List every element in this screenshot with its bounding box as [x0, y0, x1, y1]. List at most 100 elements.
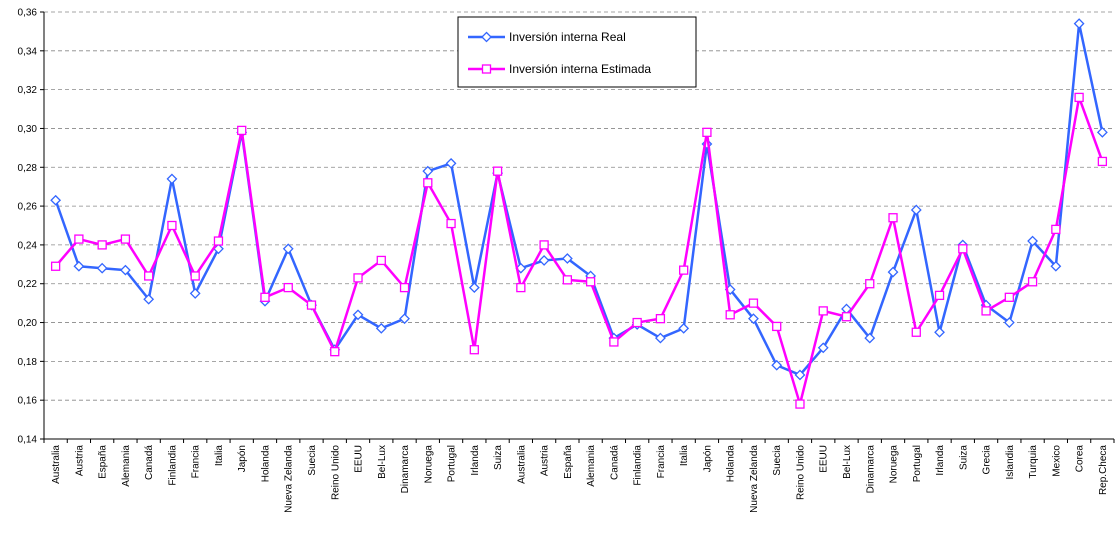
- data-point-real: [1027, 235, 1039, 247]
- data-point-estimated: [330, 347, 340, 357]
- data-point-estimated: [772, 321, 782, 332]
- data-point-real: [445, 157, 457, 169]
- data-point-estimated: [74, 234, 84, 244]
- data-point-estimated: [539, 240, 549, 250]
- data-point-real: [864, 332, 876, 344]
- x-tick-label: Alemania: [121, 445, 132, 487]
- x-tick-label: Japón: [702, 445, 713, 472]
- data-point-real: [910, 204, 922, 216]
- x-tick-label: Suecia: [772, 445, 783, 476]
- x-tick-label: Portugal: [447, 445, 458, 482]
- data-point-real: [1073, 18, 1085, 30]
- data-point-estimated: [609, 337, 619, 347]
- x-tick-label: EEUU: [819, 445, 830, 473]
- x-tick-label: Rep.Checa: [1098, 445, 1109, 495]
- data-point-real: [678, 322, 690, 334]
- y-tick-label: 0,34: [18, 46, 38, 57]
- data-point-estimated: [1074, 92, 1084, 103]
- data-point-real: [748, 313, 759, 325]
- legend-label-real: Inversión interna Real: [509, 30, 626, 44]
- x-tick-label: Bel-Lux: [842, 445, 853, 479]
- data-point-estimated: [958, 244, 968, 254]
- x-tick-label: Austria: [74, 445, 85, 477]
- data-point-real: [422, 165, 434, 177]
- data-point-real: [143, 293, 155, 305]
- x-tick-label: Holanda: [726, 445, 737, 483]
- data-point-estimated: [144, 271, 154, 281]
- data-point-estimated: [516, 282, 526, 293]
- x-tick-label: Dinamarca: [865, 445, 876, 494]
- data-point-estimated: [632, 317, 642, 328]
- data-point-estimated: [50, 261, 61, 271]
- data-point-real: [96, 262, 108, 274]
- data-point-estimated: [353, 273, 363, 283]
- data-point-estimated: [702, 127, 712, 137]
- data-point-real: [1096, 126, 1108, 138]
- data-point-estimated: [97, 240, 107, 250]
- data-point-estimated: [306, 300, 317, 310]
- x-tick-label: España: [98, 445, 109, 479]
- x-axis: Australia Austria España Alemania Canadá Finl…: [43, 438, 1115, 513]
- data-point-real: [771, 359, 783, 371]
- y-tick-label: 0,18: [18, 357, 38, 368]
- data-point-real: [561, 253, 573, 264]
- data-point-real: [934, 326, 945, 338]
- x-tick-label: EEUU: [354, 445, 365, 473]
- x-tick-label: Alemania: [586, 445, 597, 487]
- data-point-estimated: [934, 290, 945, 301]
- data-point-estimated: [1097, 156, 1108, 167]
- x-tick-label: Francia: [656, 445, 667, 479]
- series-line-1: [54, 96, 1104, 406]
- x-tick-label: Italia: [679, 445, 690, 467]
- x-tick-label: Mexico: [1051, 445, 1062, 477]
- gridlines: [44, 11, 1114, 401]
- data-point-real: [399, 313, 410, 325]
- data-point-estimated: [1051, 224, 1061, 235]
- y-tick-label: 0,28: [18, 163, 38, 174]
- x-tick-label: Nueva Zelanda: [749, 445, 760, 513]
- data-point-estimated: [190, 271, 200, 281]
- data-point-real: [352, 309, 364, 321]
- data-point-estimated: [841, 312, 852, 322]
- x-tick-label: Suecia: [307, 445, 318, 476]
- data-point-real: [119, 264, 131, 276]
- data-point-real: [817, 342, 829, 354]
- x-tick-label: Francia: [191, 445, 202, 479]
- data-point-estimated: [237, 125, 247, 136]
- data-point-estimated: [748, 298, 759, 308]
- series-lines: [50, 18, 1108, 409]
- data-point-estimated: [911, 327, 921, 337]
- data-point-real: [887, 266, 899, 278]
- y-tick-label: 0,32: [18, 85, 38, 96]
- data-point-estimated: [376, 255, 386, 266]
- data-point-real: [189, 288, 201, 299]
- x-tick-label: Holanda: [260, 445, 271, 483]
- y-tick-label: 0,30: [18, 124, 38, 135]
- data-point-estimated: [585, 277, 596, 287]
- y-tick-label: 0,16: [18, 396, 38, 407]
- data-point-estimated: [888, 213, 898, 223]
- x-tick-label: Italia: [214, 445, 225, 467]
- data-point-estimated: [818, 306, 828, 316]
- data-point-estimated: [283, 282, 293, 293]
- data-point-estimated: [795, 399, 805, 409]
- data-point-estimated: [1004, 292, 1014, 302]
- data-point-estimated: [981, 306, 991, 316]
- x-tick-label: Noruega: [423, 445, 434, 484]
- data-point-real: [166, 173, 178, 185]
- x-tick-label: Noruega: [889, 445, 900, 484]
- data-point-estimated: [492, 166, 503, 176]
- data-point-real: [375, 322, 387, 334]
- data-point-estimated: [120, 234, 131, 244]
- x-tick-label: Finlandia: [633, 445, 644, 486]
- data-point-estimated: [725, 310, 735, 320]
- y-tick-label: 0,20: [18, 318, 38, 329]
- x-tick-label: Irlanda: [935, 445, 946, 476]
- x-tick-label: Reino Unido: [330, 445, 341, 500]
- data-point-real: [654, 332, 666, 344]
- y-tick-label: 0,26: [18, 202, 38, 213]
- y-tick-label: 0,22: [18, 279, 38, 290]
- x-tick-label: Australia: [516, 445, 527, 484]
- x-tick-label: Australia: [51, 445, 62, 484]
- data-point-real: [1003, 317, 1015, 328]
